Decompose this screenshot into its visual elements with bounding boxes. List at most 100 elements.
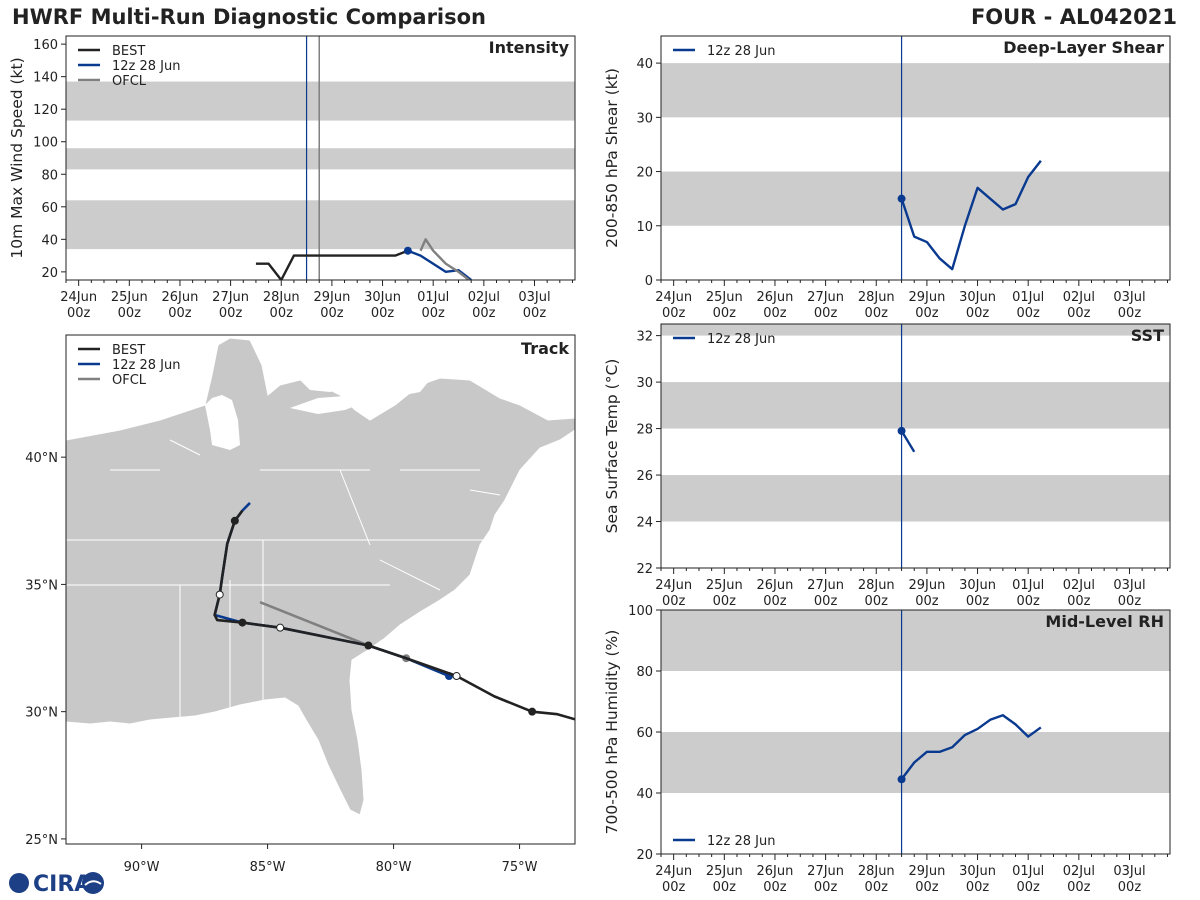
panel-sst: 22242628303224Jun00z25Jun00z26Jun00z27Ju… — [603, 323, 1171, 609]
x-tick-label-intensity: 25Jun — [111, 290, 148, 305]
x-tick-label-rh: 24Jun — [655, 864, 692, 879]
legend-label-intensity: 12z 28 Jun — [112, 59, 181, 74]
axes-frame-shear — [660, 35, 1171, 281]
x-tick-label-sst: 24Jun — [655, 578, 692, 593]
x-tick-label-intensity: 01Jul — [417, 290, 449, 305]
y-tick-label-rh: 100 — [628, 604, 653, 619]
x-tick-label-intensity: 24Jun — [60, 290, 97, 305]
cira-logo: CIRA — [9, 872, 104, 897]
x-tick-label-shear: 25Jun — [706, 290, 743, 305]
page-title: HWRF Multi-Run Diagnostic Comparison — [12, 5, 487, 29]
legend-label-track: OFCL — [112, 373, 147, 388]
legend-rh: 12z 28 Jun — [673, 834, 776, 849]
plot-area-sst — [661, 324, 1170, 568]
panel-shear: 01020304024Jun00z25Jun00z26Jun00z27Jun00… — [603, 35, 1171, 321]
axes-frame-track — [65, 334, 576, 845]
x-tick-label-rh: 00z — [1017, 880, 1041, 895]
x-tick-label-rh: 26Jun — [757, 864, 794, 879]
track-point — [452, 672, 461, 681]
x-tick-label-shear: 02Jul — [1063, 290, 1095, 305]
x-tick-label-sst: 00z — [966, 594, 990, 609]
map-land — [66, 335, 575, 844]
x-tick-label-intensity: 03Jul — [518, 290, 550, 305]
track-point — [528, 707, 537, 716]
x-tick-label-shear: 00z — [915, 306, 939, 321]
x-tick-label-sst: 25Jun — [706, 578, 743, 593]
y-tick-label-shear: 40 — [636, 57, 653, 72]
x-tick-label-shear: 00z — [713, 306, 737, 321]
legend-sst: 12z 28 Jun — [673, 332, 776, 347]
panel-title-shear: Deep-Layer Shear — [1003, 38, 1164, 57]
x-tick-label-intensity: 30Jun — [364, 290, 401, 305]
y-tick-label-shear: 20 — [636, 166, 653, 181]
storm-id: FOUR - AL042021 — [970, 5, 1177, 29]
x-tick-label-sst: 00z — [662, 594, 686, 609]
y-axis-label-rh: 700-500 hPa Humidity (%) — [603, 630, 621, 835]
x-tick-label-rh: 00z — [662, 880, 686, 895]
x-tick-label-shear: 00z — [1067, 306, 1091, 321]
legend-label-track: BEST — [112, 343, 145, 358]
x-tick-label-track: 85°W — [250, 860, 286, 875]
y-tick-label-shear: 30 — [636, 111, 653, 126]
y-tick-label-track: 35°N — [25, 578, 58, 593]
x-tick-label-sst: 00z — [1067, 594, 1091, 609]
band-intensity-0 — [66, 200, 575, 250]
x-tick-label-intensity: 00z — [523, 306, 547, 321]
series-line-intensity-best — [255, 249, 409, 280]
x-tick-label-rh: 00z — [865, 880, 889, 895]
axes-frame-intensity — [65, 35, 576, 281]
x-tick-label-track: 75°W — [502, 860, 538, 875]
y-tick-label-sst: 22 — [636, 562, 653, 577]
x-tick-label-sst: 00z — [1118, 594, 1142, 609]
x-tick-label-sst: 28Jun — [858, 578, 895, 593]
y-tick-label-track: 30°N — [25, 706, 58, 721]
x-tick-label-shear: 01Jul — [1012, 290, 1044, 305]
band-shear-0 — [661, 171, 1170, 226]
panel-title-rh: Mid-Level RH — [1045, 612, 1164, 631]
x-tick-label-sst: 01Jul — [1012, 578, 1044, 593]
y-tick-label-intensity: 160 — [33, 38, 58, 53]
x-tick-label-rh: 00z — [713, 880, 737, 895]
band-intensity-2 — [66, 81, 575, 121]
legend-label-intensity: BEST — [112, 44, 145, 59]
x-tick-label-intensity: 00z — [168, 306, 192, 321]
x-tick-label-sst: 27Jun — [807, 578, 844, 593]
x-tick-label-sst: 29Jun — [908, 578, 945, 593]
track-point — [238, 618, 247, 627]
x-tick-label-intensity: 00z — [472, 306, 496, 321]
x-tick-label-rh: 00z — [1067, 880, 1091, 895]
y-axis-label-shear: 200-850 hPa Shear (kt) — [603, 68, 621, 248]
x-tick-label-sst: 00z — [1017, 594, 1041, 609]
x-tick-label-shear: 00z — [1118, 306, 1142, 321]
y-tick-label-intensity: 40 — [41, 233, 58, 248]
x-tick-label-shear: 28Jun — [858, 290, 895, 305]
y-tick-label-shear: 10 — [636, 220, 653, 235]
x-tick-label-sst: 26Jun — [757, 578, 794, 593]
x-tick-label-rh: 27Jun — [807, 864, 844, 879]
x-tick-label-rh: 00z — [966, 880, 990, 895]
band-rh-1 — [661, 610, 1170, 671]
y-tick-label-rh: 60 — [636, 726, 653, 741]
x-tick-label-rh: 00z — [763, 880, 787, 895]
plot-area-shear — [661, 36, 1170, 280]
x-tick-label-intensity: 02Jul — [468, 290, 500, 305]
y-tick-label-intensity: 100 — [33, 136, 58, 151]
x-tick-label-track: 90°W — [124, 860, 160, 875]
x-tick-label-intensity: 00z — [422, 306, 446, 321]
band-sst-0 — [661, 475, 1170, 522]
axes-frame-sst — [660, 323, 1171, 569]
y-tick-label-sst: 32 — [636, 330, 653, 345]
x-tick-label-shear: 03Jul — [1113, 290, 1145, 305]
x-tick-label-intensity: 00z — [270, 306, 294, 321]
x-tick-label-shear: 27Jun — [807, 290, 844, 305]
plot-area-intensity — [66, 36, 575, 280]
x-tick-label-track: 80°W — [376, 860, 412, 875]
x-tick-label-shear: 24Jun — [655, 290, 692, 305]
track-plot-area — [213, 502, 575, 721]
y-tick-label-intensity: 20 — [41, 266, 58, 281]
series-line-intensity-ofcl — [419, 238, 472, 280]
y-tick-label-rh: 80 — [636, 665, 653, 680]
